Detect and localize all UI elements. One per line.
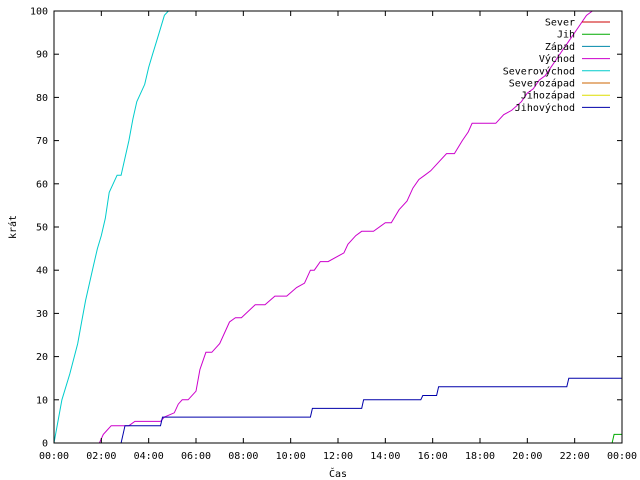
legend-label-6: Jihozápad	[521, 90, 575, 102]
x-axis: 00:00 02:00 04:00 06:00 08:00 10:00 12:00 14:00…	[39, 11, 637, 462]
legend-label-5: Severozápad	[509, 78, 575, 90]
y-tick-label: 40	[36, 266, 48, 277]
plot-series	[53, 10, 622, 444]
x-tick-label: 02:00	[86, 451, 116, 462]
y-tick-label: 30	[36, 309, 48, 320]
legend: SeverJihZápadVýchodSeverovýchodSeverozáp…	[503, 18, 610, 114]
series-line-4	[53, 10, 173, 444]
y-tick-label: 100	[30, 7, 48, 18]
legend-label-3: Východ	[539, 53, 575, 65]
x-tick-label: 00:00	[39, 451, 69, 462]
x-tick-label: 04:00	[134, 451, 164, 462]
y-tick-label: 0	[42, 439, 48, 450]
x-tick-label: 08:00	[228, 451, 258, 462]
y-tick-label: 10	[36, 395, 48, 406]
x-tick-label: 10:00	[276, 451, 306, 462]
x-tick-label: 00:00	[607, 451, 637, 462]
x-tick-label: 16:00	[418, 451, 448, 462]
y-tick-label: 80	[36, 93, 48, 104]
y-axis: 0 10 20 30 40 50 60 70 80 90 100	[30, 7, 622, 450]
y-tick-label: 50	[36, 223, 48, 234]
series-line-7	[120, 377, 622, 444]
y-tick-label: 60	[36, 179, 48, 190]
legend-label-7: Jihovýchod	[515, 102, 575, 114]
series-line-3	[98, 10, 593, 444]
legend-label-4: Severovýchod	[503, 65, 575, 77]
legend-label-1: Jih	[557, 30, 575, 41]
x-tick-label: 18:00	[465, 451, 495, 462]
x-tick-label: 20:00	[512, 451, 542, 462]
y-axis-label: krát	[7, 215, 19, 239]
x-tick-label: 12:00	[323, 451, 353, 462]
legend-label-0: Sever	[545, 18, 575, 29]
x-axis-label: Čas	[329, 467, 347, 480]
legend-label-2: Západ	[545, 41, 575, 53]
series-line-1	[611, 433, 622, 444]
x-tick-label: 14:00	[370, 451, 400, 462]
y-tick-label: 90	[36, 50, 48, 61]
x-tick-label: 22:00	[560, 451, 590, 462]
x-tick-label: 06:00	[181, 451, 211, 462]
y-tick-label: 20	[36, 352, 48, 363]
y-tick-label: 70	[36, 136, 48, 147]
